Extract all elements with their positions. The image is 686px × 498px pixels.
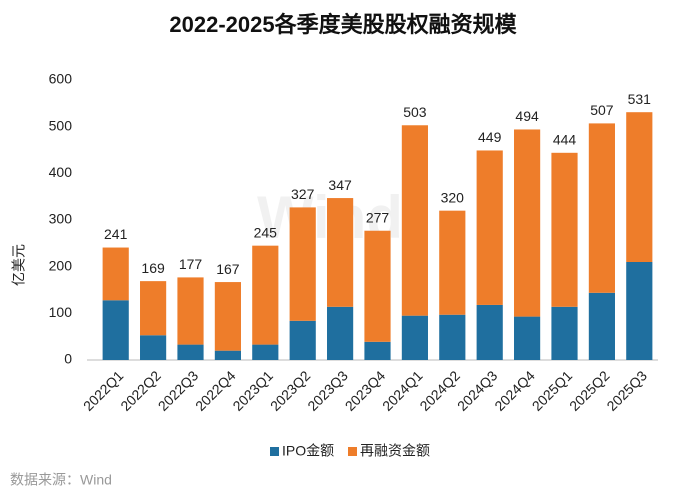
bar-segment <box>102 300 129 360</box>
x-tick-label: 2022Q1 <box>80 367 127 414</box>
x-tick-label: 2024Q3 <box>454 367 501 414</box>
chart-title: 2022-2025各季度美股股权融资规模 <box>169 12 517 37</box>
bar-segment <box>514 129 541 317</box>
bar-segment <box>214 350 241 360</box>
bar-segment <box>439 210 466 315</box>
x-tick-label: 2025Q3 <box>603 367 650 414</box>
y-tick-label: 400 <box>49 164 73 180</box>
x-tick-label: 2025Q1 <box>529 367 576 414</box>
bar-segment <box>252 245 279 345</box>
bar-segment <box>102 247 129 301</box>
total-label: 449 <box>478 129 502 145</box>
bar-segment <box>551 152 578 307</box>
bar-segment <box>476 150 503 305</box>
legend-label: IPO金额 <box>282 443 334 459</box>
bar-segment <box>364 341 391 360</box>
bar-segment <box>177 277 204 345</box>
bar-segment <box>252 344 279 360</box>
bar-segment <box>476 304 503 360</box>
legend-label: 再融资金额 <box>360 443 430 459</box>
bar-segment <box>140 281 167 336</box>
x-tick-label: 2022Q3 <box>155 367 202 414</box>
bar-segment <box>626 112 653 262</box>
bar-segment <box>364 230 391 342</box>
total-label: 169 <box>141 260 165 276</box>
bar-segment <box>289 207 316 321</box>
y-axis-title: 亿美元 <box>11 244 27 286</box>
legend-swatch <box>270 447 279 456</box>
total-label: 503 <box>403 104 427 120</box>
bar-segment <box>327 198 354 307</box>
total-label: 277 <box>366 209 390 225</box>
bar-segment <box>140 335 167 360</box>
y-tick-label: 0 <box>64 351 72 367</box>
total-label: 167 <box>216 261 240 277</box>
total-label: 245 <box>254 224 278 240</box>
legend-swatch <box>348 447 357 456</box>
total-label: 177 <box>179 256 203 272</box>
source-note: 数据来源：Wind <box>10 472 112 488</box>
x-tick-label: 2024Q1 <box>379 367 426 414</box>
bar-segment <box>588 123 615 293</box>
bar-segment <box>514 316 541 360</box>
total-label: 507 <box>590 102 614 118</box>
total-label: 327 <box>291 186 315 202</box>
bar-segment <box>327 306 354 360</box>
y-tick-label: 100 <box>49 304 73 320</box>
total-label: 320 <box>441 189 465 205</box>
y-tick-label: 200 <box>49 257 73 273</box>
x-tick-label: 2023Q4 <box>342 367 389 414</box>
y-tick-label: 500 <box>49 117 73 133</box>
x-tick-label: 2023Q3 <box>304 367 351 414</box>
x-tick-label: 2023Q1 <box>229 367 276 414</box>
bar-segment <box>401 125 428 316</box>
bar-segment <box>626 262 653 360</box>
x-tick-label: 2025Q2 <box>566 367 613 414</box>
bar-segment <box>551 306 578 360</box>
total-label: 494 <box>515 108 539 124</box>
x-tick-label: 2023Q2 <box>267 367 314 414</box>
x-tick-label: 2022Q2 <box>117 367 164 414</box>
total-label: 444 <box>553 132 577 148</box>
bar-segment <box>289 320 316 360</box>
bar-segment <box>439 314 466 360</box>
x-tick-label: 2024Q2 <box>416 367 463 414</box>
total-label: 241 <box>104 226 128 242</box>
y-tick-label: 300 <box>49 211 73 227</box>
bar-segment <box>588 292 615 360</box>
total-label: 531 <box>628 91 652 107</box>
bar-segment <box>214 282 241 351</box>
x-tick-label: 2024Q4 <box>491 367 538 414</box>
bar-segment <box>401 315 428 360</box>
bar-segment <box>177 344 204 360</box>
total-label: 347 <box>328 177 352 193</box>
y-tick-label: 600 <box>49 71 73 87</box>
x-tick-label: 2022Q4 <box>192 367 239 414</box>
